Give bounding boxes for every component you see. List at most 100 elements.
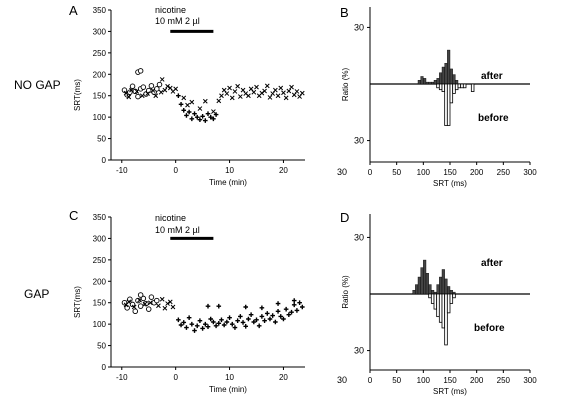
point-plus — [297, 300, 302, 306]
point-plus — [205, 303, 211, 309]
bar-after — [441, 269, 445, 295]
point-x — [235, 83, 240, 89]
point-plus — [203, 321, 208, 327]
point-plus — [254, 317, 259, 323]
panel-letter-d: D — [340, 210, 349, 225]
point-plus — [281, 316, 286, 322]
bar-before — [430, 293, 435, 304]
bar-after — [428, 284, 432, 295]
point-plus — [186, 109, 192, 115]
bar-before — [436, 293, 440, 318]
point-x — [139, 93, 145, 99]
point-plus — [224, 319, 230, 325]
point-circle — [129, 301, 136, 308]
point-x — [281, 90, 286, 96]
point-plus — [213, 112, 219, 117]
point-x — [262, 88, 267, 94]
point-x — [229, 95, 235, 101]
x-tick-label: 200 — [470, 168, 484, 177]
point-plus — [267, 316, 273, 322]
point-circle — [148, 294, 155, 300]
point-circle — [156, 81, 163, 88]
x-tick-label: 250 — [497, 168, 511, 177]
point-plus — [213, 323, 219, 329]
x-tick-label: 20 — [279, 166, 288, 175]
bar-before — [452, 293, 456, 299]
bar-before — [438, 83, 443, 91]
bar-before — [452, 83, 456, 94]
point-plus — [238, 314, 243, 319]
point-x — [131, 304, 137, 310]
y-tick-label: 150 — [93, 299, 107, 308]
point-plus — [289, 309, 294, 315]
x-tick-label: 50 — [392, 168, 401, 177]
point-x — [264, 83, 270, 89]
point-plus — [216, 303, 222, 309]
y-tick-label: 250 — [93, 49, 107, 58]
bar-after — [420, 267, 424, 295]
point-plus — [227, 315, 232, 321]
point-x — [270, 91, 276, 96]
bar-before — [444, 83, 448, 126]
bar-before — [433, 293, 438, 310]
point-x — [286, 88, 292, 94]
x-axis-label: SRT (ms) — [433, 387, 467, 396]
point-x — [246, 93, 251, 99]
point-plus — [264, 311, 270, 316]
x-tick-label: 300 — [523, 168, 537, 177]
bar-after — [425, 81, 429, 85]
y-tick-label: 200 — [93, 70, 107, 79]
point-plus — [235, 318, 240, 324]
point-plus — [203, 118, 208, 123]
point-x — [211, 109, 216, 114]
bar-after — [415, 284, 419, 295]
x-tick-label: 250 — [497, 376, 511, 385]
point-plus — [259, 314, 265, 319]
y-axis-label: Ratio (%) — [341, 67, 350, 101]
point-x — [142, 301, 148, 307]
point-plus — [205, 111, 211, 117]
bar-after — [417, 80, 421, 85]
bar-after — [441, 66, 445, 85]
point-x — [227, 85, 232, 91]
point-plus — [243, 304, 249, 310]
point-circle — [129, 83, 136, 90]
point-x — [294, 89, 300, 94]
point-plus — [300, 304, 305, 310]
corner-label: 30 — [337, 167, 347, 177]
bar-after — [436, 284, 440, 295]
point-plus — [181, 107, 187, 113]
bar-before — [436, 83, 440, 89]
point-plus — [186, 315, 192, 321]
point-plus — [197, 117, 203, 123]
before-label-b: before — [478, 113, 509, 124]
point-x — [232, 89, 238, 94]
point-x — [267, 95, 273, 100]
bar-before — [444, 293, 448, 346]
y-tick-label: 100 — [93, 113, 107, 122]
bar-before — [449, 293, 454, 304]
point-plus — [219, 317, 224, 323]
point-x — [216, 98, 222, 104]
point-x — [185, 102, 190, 108]
point-plus — [178, 101, 184, 107]
bar-before — [428, 293, 432, 299]
bar-after — [431, 81, 435, 85]
y-axis-label: Ratio (%) — [341, 275, 350, 309]
point-plus — [189, 321, 195, 327]
point-x — [248, 86, 254, 92]
point-plus — [211, 116, 216, 122]
after-label-d: after — [481, 258, 503, 269]
point-circle — [137, 303, 144, 309]
bar-after — [447, 49, 451, 85]
y-tick-label: 30 — [354, 346, 364, 356]
point-plus — [243, 323, 249, 329]
point-x — [197, 106, 203, 111]
after-label-b: after — [481, 71, 503, 82]
dose-label-c: 10 mM 2 µl — [155, 225, 200, 235]
point-plus — [181, 320, 187, 325]
x-tick-label: 150 — [443, 168, 457, 177]
y-tick-label: 30 — [354, 232, 364, 242]
point-x — [134, 89, 140, 94]
point-plus — [273, 319, 278, 325]
